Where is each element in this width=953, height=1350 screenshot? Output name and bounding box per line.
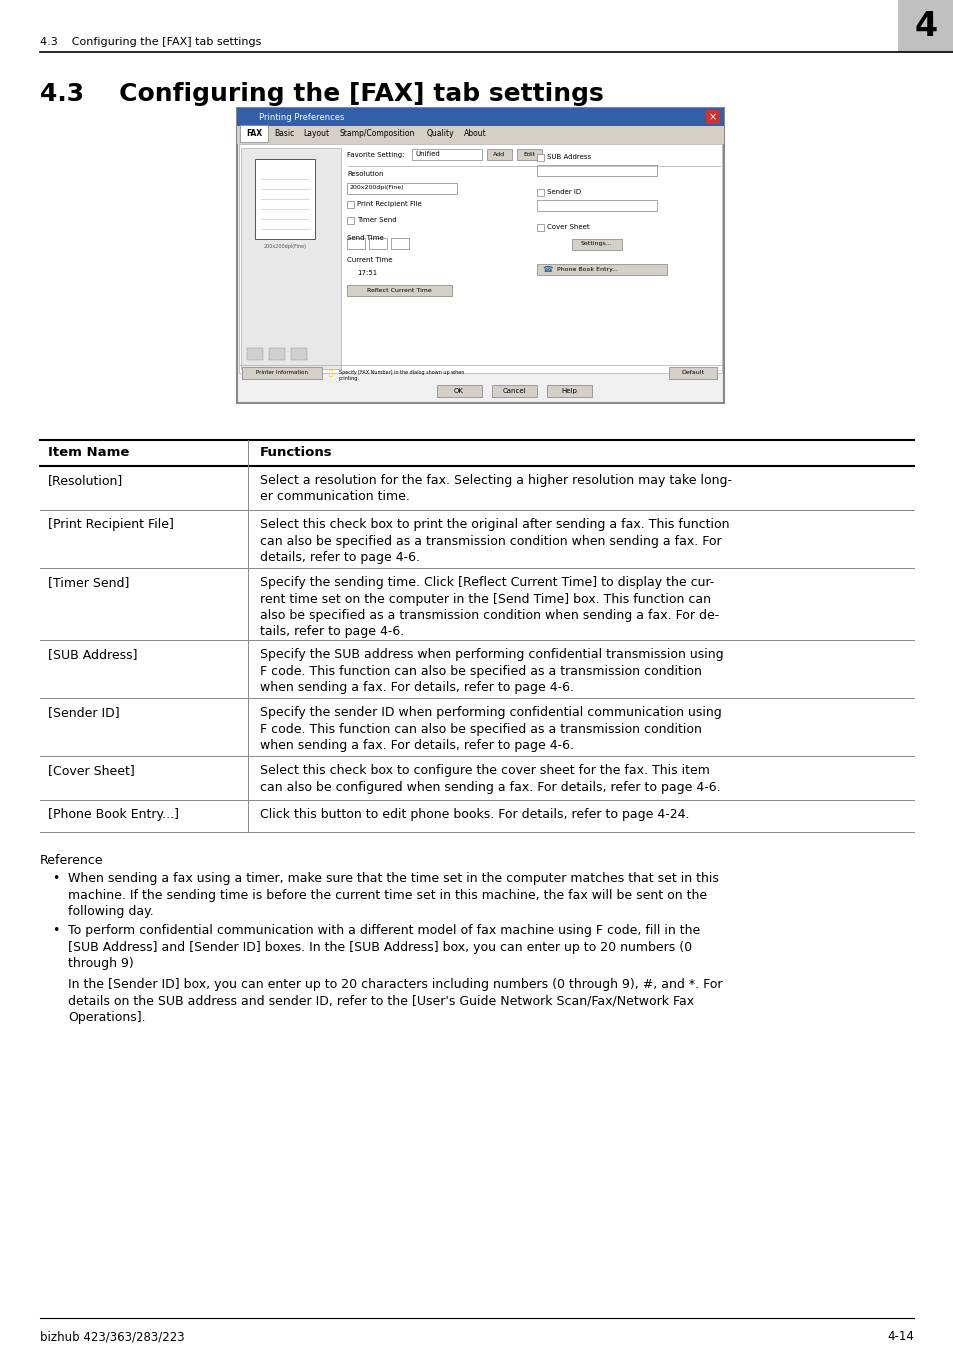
Bar xyxy=(269,348,285,360)
Text: 4: 4 xyxy=(914,9,937,42)
Text: Functions: Functions xyxy=(260,446,333,459)
Text: In the [Sender ID] box, you can enter up to 20 characters including numbers (0 t: In the [Sender ID] box, you can enter up… xyxy=(68,977,721,1025)
Text: [Print Recipient File]: [Print Recipient File] xyxy=(48,518,173,531)
Bar xyxy=(668,367,717,379)
Bar xyxy=(254,159,314,239)
Text: To perform confidential communication with a different model of fax machine usin: To perform confidential communication wi… xyxy=(68,923,700,971)
Text: SUB Address: SUB Address xyxy=(546,154,591,161)
Text: bizhub 423/363/283/223: bizhub 423/363/283/223 xyxy=(40,1330,185,1343)
Text: [Cover Sheet]: [Cover Sheet] xyxy=(48,764,134,778)
Bar xyxy=(537,200,657,211)
Bar xyxy=(897,0,953,53)
Text: 4.3    Configuring the [FAX] tab settings: 4.3 Configuring the [FAX] tab settings xyxy=(40,36,261,47)
Bar xyxy=(347,201,354,208)
Text: 17:51: 17:51 xyxy=(356,270,376,275)
Text: [SUB Address]: [SUB Address] xyxy=(48,648,137,662)
Text: Help: Help xyxy=(560,387,577,394)
Bar xyxy=(236,108,723,126)
Text: •: • xyxy=(52,872,59,886)
Text: Timer Send: Timer Send xyxy=(356,217,396,223)
Text: Send Time: Send Time xyxy=(347,235,383,242)
Text: Layout: Layout xyxy=(303,130,329,139)
Text: Printing Preferences: Printing Preferences xyxy=(258,112,344,122)
Text: Resolution: Resolution xyxy=(347,171,383,177)
Text: Specify the sender ID when performing confidential communication using
F code. T: Specify the sender ID when performing co… xyxy=(260,706,721,752)
Bar xyxy=(347,217,354,224)
Text: Sender ID: Sender ID xyxy=(546,189,580,194)
Text: Item Name: Item Name xyxy=(48,446,130,459)
Bar xyxy=(537,224,543,231)
Text: Quality: Quality xyxy=(426,130,454,139)
Bar xyxy=(492,385,537,397)
Text: [Phone Book Entry...]: [Phone Book Entry...] xyxy=(48,809,179,821)
Text: Select this check box to print the original after sending a fax. This function
c: Select this check box to print the origi… xyxy=(260,518,729,564)
Bar xyxy=(572,239,621,250)
Text: Reflect Current Time: Reflect Current Time xyxy=(366,288,431,293)
Text: Unified: Unified xyxy=(415,151,439,157)
Text: Specify [FAX Number] in the dialog shown up when
printing.: Specify [FAX Number] in the dialog shown… xyxy=(338,370,464,381)
Text: Stamp/Composition: Stamp/Composition xyxy=(339,130,415,139)
Text: Cover Sheet: Cover Sheet xyxy=(546,224,589,230)
Text: Print Recipient File: Print Recipient File xyxy=(356,201,421,207)
Bar xyxy=(391,238,409,248)
Text: Basic: Basic xyxy=(274,130,294,139)
Text: Current Time: Current Time xyxy=(347,256,392,263)
Text: About: About xyxy=(463,130,486,139)
Text: [Sender ID]: [Sender ID] xyxy=(48,706,119,720)
Bar xyxy=(705,109,720,124)
Bar xyxy=(369,238,387,248)
Bar xyxy=(247,348,263,360)
Bar xyxy=(347,184,456,194)
Text: Phone Book Entry...: Phone Book Entry... xyxy=(557,266,618,271)
FancyBboxPatch shape xyxy=(236,108,723,404)
Bar xyxy=(347,285,452,296)
Text: Cancel: Cancel xyxy=(501,387,525,394)
Bar xyxy=(436,385,481,397)
Text: 200x200dpi(Fine): 200x200dpi(Fine) xyxy=(263,244,306,248)
Bar xyxy=(236,126,723,144)
Text: Specify the SUB address when performing confidential transmission using
F code. : Specify the SUB address when performing … xyxy=(260,648,723,694)
Text: ×: × xyxy=(708,112,717,122)
Bar xyxy=(517,148,541,161)
Bar xyxy=(291,348,307,360)
Text: 4.3    Configuring the [FAX] tab settings: 4.3 Configuring the [FAX] tab settings xyxy=(40,82,603,107)
Bar xyxy=(537,165,657,176)
Text: •: • xyxy=(52,923,59,937)
Bar xyxy=(486,148,512,161)
Bar xyxy=(546,385,592,397)
Text: 4-14: 4-14 xyxy=(886,1330,913,1343)
Text: FAX: FAX xyxy=(246,130,262,139)
Text: Default: Default xyxy=(680,370,703,375)
Text: Click this button to edit phone books. For details, refer to page 4-24.: Click this button to edit phone books. F… xyxy=(260,809,689,821)
Bar xyxy=(239,144,721,373)
Text: [Timer Send]: [Timer Send] xyxy=(48,576,130,589)
Text: When sending a fax using a timer, make sure that the time set in the computer ma: When sending a fax using a timer, make s… xyxy=(68,872,719,918)
Text: ☎: ☎ xyxy=(541,265,552,274)
Bar xyxy=(537,189,543,196)
Text: OK: OK xyxy=(454,387,463,394)
Text: Select a resolution for the fax. Selecting a higher resolution may take long-
er: Select a resolution for the fax. Selecti… xyxy=(260,474,731,504)
Text: Edit: Edit xyxy=(522,151,535,157)
Bar xyxy=(347,238,365,248)
Text: Printer Information: Printer Information xyxy=(255,370,308,375)
Text: 200x200dpi(Fine): 200x200dpi(Fine) xyxy=(350,185,404,190)
Text: Select this check box to configure the cover sheet for the fax. This item
can al: Select this check box to configure the c… xyxy=(260,764,720,794)
Text: Reference: Reference xyxy=(40,855,103,867)
Text: Settings...: Settings... xyxy=(580,242,612,247)
Text: [Resolution]: [Resolution] xyxy=(48,474,123,487)
Bar xyxy=(242,367,322,379)
Text: Add: Add xyxy=(493,151,504,157)
Bar xyxy=(412,148,481,161)
Text: Specify the sending time. Click [Reflect Current Time] to display the cur-
rent : Specify the sending time. Click [Reflect… xyxy=(260,576,719,639)
Text: Favorite Setting:: Favorite Setting: xyxy=(347,153,404,158)
Bar xyxy=(537,265,666,275)
Bar xyxy=(537,154,543,161)
Bar xyxy=(240,126,268,142)
Bar xyxy=(241,148,340,369)
Text: 💡: 💡 xyxy=(329,370,333,377)
